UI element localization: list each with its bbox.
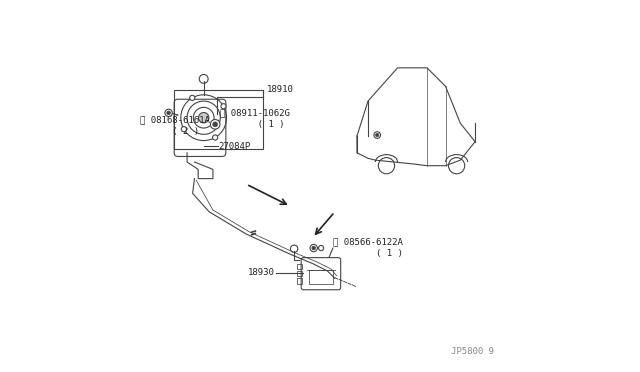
Circle shape	[212, 135, 218, 140]
Text: JP5800 9: JP5800 9	[451, 347, 493, 356]
Circle shape	[167, 111, 170, 115]
Bar	[297, 263, 302, 269]
Circle shape	[199, 74, 208, 83]
Bar	[309, 270, 333, 284]
Circle shape	[291, 245, 298, 253]
Text: 27084P: 27084P	[218, 142, 251, 151]
Circle shape	[189, 95, 195, 100]
Text: ⓢ 08566-6122A
        ( 1 ): ⓢ 08566-6122A ( 1 )	[333, 238, 403, 259]
Text: 18910: 18910	[267, 85, 294, 94]
Circle shape	[374, 132, 381, 138]
Circle shape	[376, 134, 379, 137]
Circle shape	[198, 112, 209, 123]
Circle shape	[211, 119, 220, 129]
Circle shape	[312, 246, 316, 250]
Circle shape	[212, 122, 218, 127]
Text: ⓝ 08911-1062G
       ( 1 ): ⓝ 08911-1062G ( 1 )	[220, 108, 289, 129]
Circle shape	[181, 126, 186, 132]
Bar	[174, 90, 263, 149]
Circle shape	[221, 104, 226, 109]
Circle shape	[310, 244, 317, 252]
Text: 18930: 18930	[248, 268, 275, 277]
Bar	[297, 278, 302, 284]
Bar	[297, 271, 302, 276]
Circle shape	[319, 246, 324, 251]
Text: ⓢ 08168-6161A
      ( 2 ): ⓢ 08168-6161A ( 2 )	[140, 115, 210, 136]
Circle shape	[165, 109, 172, 116]
